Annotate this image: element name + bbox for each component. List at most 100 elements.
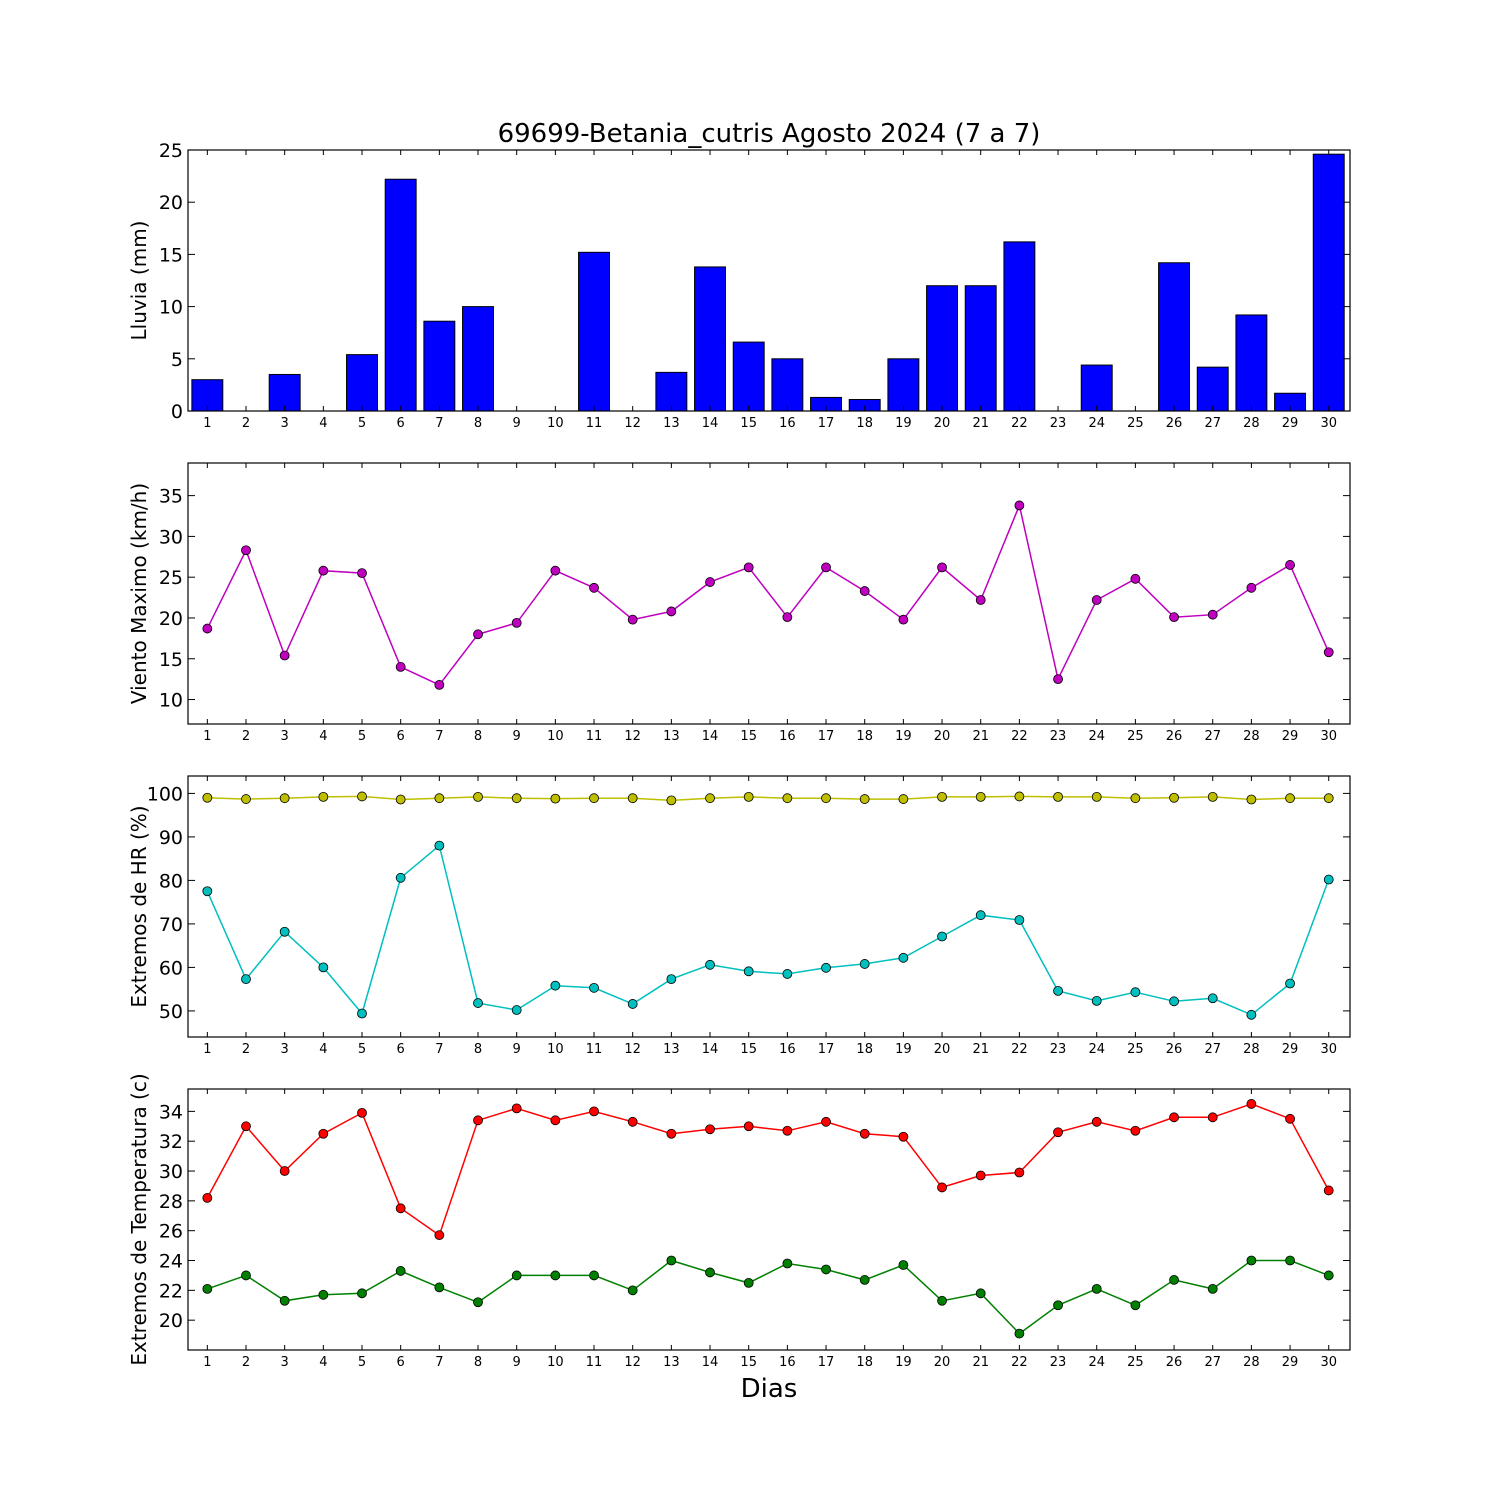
rain-bar: [926, 285, 959, 412]
x-tick-label: 5: [358, 1355, 366, 1370]
data-point: [821, 562, 831, 573]
data-point: [782, 793, 793, 804]
lluvia-panel: 1 2 3 4 5 6 7 8 9 10 11 12 13 14 15 16 17 18 19 20 21 22 23 24 2…: [127, 140, 1351, 431]
data-point: [202, 1192, 213, 1203]
x-tick-label: 1: [203, 1042, 211, 1057]
data-point: [859, 959, 870, 969]
data-point: [318, 1128, 329, 1139]
x-tick-label: 4: [319, 416, 327, 431]
x-tick-label: 5: [358, 1042, 366, 1057]
x-tick-label: 16: [779, 729, 796, 744]
rain-bar: [694, 266, 726, 412]
x-tick-label: 21: [972, 1042, 989, 1057]
data-point: [743, 562, 754, 573]
data-point: [202, 886, 213, 897]
x-tick-label: 29: [1282, 729, 1299, 744]
rain-bar: [268, 373, 301, 412]
y-tick-label: 50: [159, 1001, 183, 1023]
x-tick-label: 21: [972, 1355, 989, 1370]
data-point: [859, 586, 870, 596]
data-point: [550, 1115, 561, 1126]
data-point: [1091, 1283, 1102, 1294]
data-point: [473, 998, 483, 1008]
data-point: [859, 794, 870, 804]
x-tick-label: 27: [1204, 416, 1221, 431]
x-tick-label: 9: [513, 729, 521, 744]
data-point: [511, 793, 522, 804]
data-point: [666, 1255, 677, 1266]
data-point: [279, 793, 290, 804]
data-point: [627, 793, 638, 804]
data-point: [705, 577, 715, 587]
rain-bar: [964, 285, 997, 412]
data-point: [1246, 1099, 1257, 1109]
y-tick-label: 25: [159, 140, 183, 162]
x-tick-label: 19: [895, 1042, 912, 1057]
data-point: [1246, 794, 1257, 805]
data-point: [627, 1285, 638, 1296]
x-tick-label: 6: [397, 1355, 405, 1370]
x-tick-label: 24: [1088, 1042, 1105, 1057]
data-point: [937, 931, 947, 942]
viento-panel: 1 2 3 4 5 6 7 8 9 10 11 12 13 14 15 16 17 18 19 20 21 22 23 24 2…: [127, 462, 1351, 744]
x-tick-label: 18: [856, 416, 873, 431]
data-point: [1130, 1125, 1141, 1136]
y-tick-label: 10: [159, 690, 183, 712]
x-tick-label: 2: [242, 416, 250, 431]
x-tick-label: 3: [281, 416, 289, 431]
data-point: [202, 1283, 213, 1294]
x-tick-label: 22: [1011, 1042, 1028, 1057]
y-tick-label: 34: [159, 1101, 183, 1123]
x-tick-label: 4: [319, 1355, 327, 1370]
y-tick-label: 60: [159, 957, 183, 979]
data-point: [1207, 791, 1218, 802]
x-tick-label: 7: [435, 1042, 443, 1057]
x-tick-label: 2: [242, 1042, 250, 1057]
x-tick-label: 30: [1320, 1355, 1337, 1370]
y-tick-label: 28: [159, 1191, 183, 1213]
data-point: [395, 1203, 406, 1214]
x-tick-label: 10: [547, 729, 564, 744]
y-tick-label: 70: [159, 914, 183, 936]
x-axis-label: Dias: [741, 1374, 798, 1404]
y-tick-label: 20: [159, 1310, 183, 1332]
x-tick-label: 16: [779, 1042, 796, 1057]
data-point: [1285, 978, 1295, 989]
x-tick-label: 23: [1050, 729, 1067, 744]
data-point: [705, 1124, 715, 1135]
data-point: [937, 562, 947, 573]
x-tick-label: 30: [1320, 1042, 1337, 1057]
data-point: [241, 974, 251, 985]
y-tick-label: 32: [159, 1131, 183, 1153]
x-tick-label: 27: [1204, 1355, 1221, 1370]
data-point: [434, 1230, 445, 1241]
data-point: [627, 614, 638, 625]
data-point: [395, 872, 406, 883]
data-point: [1169, 996, 1179, 1007]
rain-bar: [1196, 366, 1229, 412]
x-tick-label: 15: [740, 416, 757, 431]
data-point: [975, 1288, 986, 1299]
y-tick-label: 25: [159, 567, 183, 589]
x-tick-label: 1: [203, 1355, 211, 1370]
data-point: [357, 1008, 367, 1019]
x-tick-label: 26: [1166, 1355, 1183, 1370]
x-tick-label: 8: [474, 1042, 482, 1057]
y-tick-label: 30: [159, 1161, 183, 1183]
data-point: [589, 982, 599, 993]
x-tick-label: 21: [972, 729, 989, 744]
x-tick-label: 28: [1243, 1355, 1260, 1370]
series-line: [206, 844, 1330, 1016]
x-tick-label: 28: [1243, 729, 1260, 744]
rain-bar: [191, 379, 224, 412]
y-tick-label: 35: [159, 486, 183, 508]
axes-frame: [187, 462, 1351, 725]
x-tick-label: 26: [1166, 729, 1183, 744]
y-axis-label: Extremos de HR (%): [127, 805, 151, 1007]
data-point: [1130, 987, 1141, 998]
data-point: [666, 1128, 677, 1139]
x-tick-label: 8: [474, 729, 482, 744]
y-axis-label: Lluvia (mm): [127, 221, 151, 341]
rain-bar: [887, 358, 920, 412]
